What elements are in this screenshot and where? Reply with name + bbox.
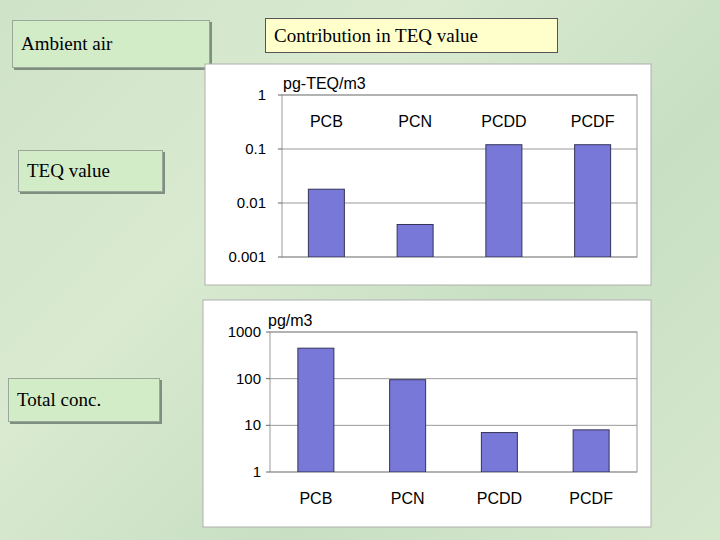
bar [573,430,609,472]
tick-label: 0.01 [237,194,266,211]
grid-line [270,332,637,333]
bar [575,145,611,257]
category-label: PCN [398,113,432,130]
heading-box: Ambient air [12,20,210,68]
bar [486,145,522,257]
row-label: TEQ value [18,150,163,192]
tick-label: 100 [236,370,261,387]
plot-frame [282,95,637,257]
tick-label: 0.001 [228,248,266,265]
category-label: PCB [310,113,343,130]
category-label: PCN [391,490,425,507]
chart-panel [205,64,651,285]
category-label: PCDD [477,490,522,507]
bar [397,224,433,257]
bar [308,189,344,257]
bars [308,145,610,257]
bars [298,348,609,472]
plot-frame [270,332,637,472]
title-box: Contribution in TEQ value [265,18,558,53]
tick-mark [278,203,282,204]
tick-mark [266,378,270,379]
tick-mark [278,95,282,96]
charts: 0.001 0.01 0.1 1 pg-TEQ/m3 PCB PCN PCDD PCDF 1 10 1… [0,0,720,540]
tick-label: 1000 [228,323,261,340]
category-label: PCDF [569,490,613,507]
tick-mark [278,257,282,258]
category-label: PCDF [571,113,615,130]
tick-mark [278,149,282,150]
tick-mark [266,472,270,473]
tick-label: 0.1 [245,140,266,157]
tick-mark [266,425,270,426]
tick-label: 10 [244,416,261,433]
bar [390,380,426,472]
bar [481,433,517,472]
category-label: PCB [299,490,332,507]
grid-line [282,95,637,96]
tick-label: 1 [253,463,261,480]
tick-label: 1 [258,86,266,103]
category-label: PCDD [481,113,526,130]
axis-label: pg/m3 [268,312,313,329]
tick-mark [266,332,270,333]
axis-label: pg-TEQ/m3 [283,75,366,92]
row-label: Total conc. [8,378,160,422]
bar [298,348,334,472]
chart-panel [203,300,651,527]
